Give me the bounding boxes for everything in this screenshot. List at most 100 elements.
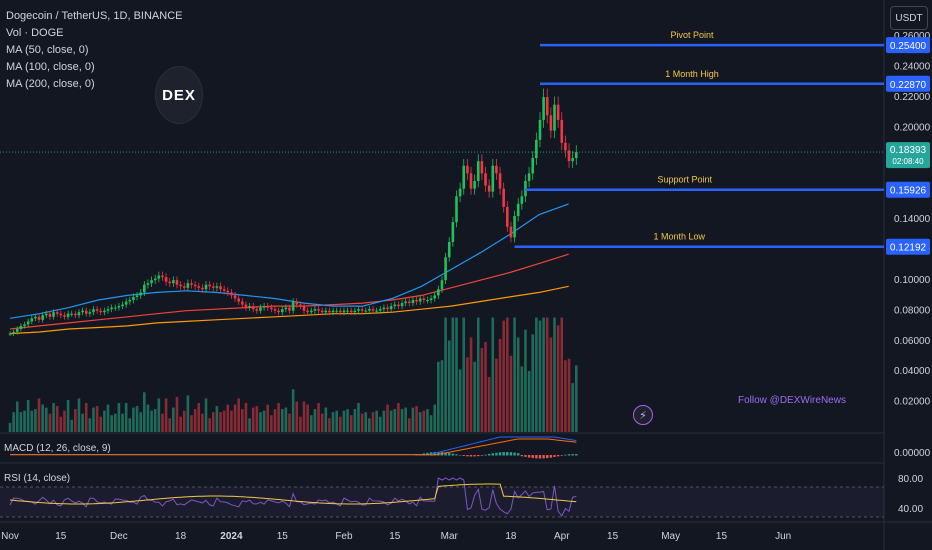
candle-body: [48, 313, 52, 317]
volume-bar: [331, 412, 335, 432]
lightning-icon[interactable]: ⚡: [633, 405, 653, 425]
volume-bar: [418, 412, 422, 432]
candle-body: [77, 312, 81, 316]
volume-indicator-label[interactable]: Vol · DOGE: [6, 27, 64, 39]
ma50-label[interactable]: MA (50, close, 0): [6, 44, 89, 56]
volume-bar: [88, 418, 92, 432]
volume-bar: [262, 410, 266, 432]
macd-histogram-bar: [502, 452, 505, 456]
volume-bar: [317, 403, 320, 432]
candle-body: [335, 310, 338, 312]
candle-body: [146, 283, 150, 285]
candle-body: [128, 299, 132, 302]
volume-bar: [52, 403, 55, 432]
x-tick-label: Apr: [554, 531, 570, 542]
volume-bar: [139, 412, 142, 432]
volume-bar: [81, 413, 84, 432]
volume-bar: [299, 416, 302, 432]
candle-body: [30, 318, 34, 322]
candle-body: [186, 283, 190, 288]
macd-histogram-bar: [535, 455, 538, 459]
volume-bar: [531, 334, 535, 432]
candle-body: [74, 313, 77, 316]
candle-body: [113, 307, 117, 309]
candle-body: [135, 295, 139, 297]
volume-bar: [328, 418, 331, 432]
volume-bar: [564, 360, 567, 432]
macd-histogram-bar: [477, 455, 480, 457]
x-tick-label: Mar: [441, 531, 459, 542]
macd-label[interactable]: MACD (12, 26, close, 9): [4, 443, 111, 454]
x-tick-label: Dec: [110, 531, 128, 542]
candle-body: [487, 185, 491, 192]
volume-bar: [378, 416, 382, 432]
volume-bar: [509, 355, 513, 432]
volume-bar: [172, 407, 175, 432]
volume-bar: [208, 418, 211, 432]
candle-body: [306, 310, 309, 313]
x-tick-label: Nov: [1, 531, 19, 542]
volume-bar: [182, 410, 186, 432]
symbol-title[interactable]: Dogecoin / TetherUS, 1D, BINANCE: [6, 10, 183, 22]
volume-bar: [110, 415, 113, 432]
candle-body: [480, 161, 484, 174]
candle-body: [331, 310, 335, 313]
candle-body: [433, 295, 437, 299]
candle-body: [63, 315, 66, 317]
volume-bar: [466, 357, 469, 432]
y-tick-label: 0.06000: [894, 336, 931, 347]
candle-body: [422, 298, 426, 300]
candle-body: [230, 292, 233, 296]
volume-bar: [437, 361, 440, 432]
candle-body: [458, 188, 462, 197]
volume-bar: [389, 410, 393, 432]
volume-bar: [41, 404, 44, 432]
volume-bar: [277, 403, 280, 432]
macd-histogram-bar: [462, 455, 465, 456]
candle-body: [121, 304, 124, 307]
ma200-label[interactable]: MA (200, close, 0): [6, 78, 95, 90]
volume-bar: [219, 412, 222, 432]
macd-histogram-bar: [506, 452, 509, 456]
candle-body: [389, 306, 393, 310]
volume-bar: [313, 409, 317, 432]
candle-body: [524, 180, 527, 197]
volume-bar: [567, 358, 571, 432]
volume-bar: [201, 413, 204, 432]
volume-bar: [233, 404, 237, 432]
ma100-label[interactable]: MA (100, close, 0): [6, 61, 95, 73]
macd-histogram-bar: [556, 455, 560, 457]
candle-body: [41, 315, 44, 320]
volume-bar: [349, 415, 353, 432]
x-tick-label: 15: [389, 531, 401, 542]
volume-bar: [161, 413, 164, 432]
volume-bar: [571, 383, 574, 432]
volume-bar: [484, 341, 487, 432]
volume-bar: [506, 317, 509, 432]
level-price-label: 0.22870: [890, 80, 927, 91]
candle-body: [81, 310, 84, 313]
volume-bar: [66, 399, 70, 432]
candle-body: [55, 312, 59, 314]
volume-bar: [211, 412, 215, 432]
volume-bar: [288, 413, 291, 432]
candle-body: [520, 196, 524, 204]
volume-bar: [237, 398, 240, 432]
volume-bar: [124, 403, 128, 432]
currency-button[interactable]: USDT: [890, 6, 928, 30]
volume-bar: [375, 410, 378, 432]
volume-bar: [270, 415, 273, 432]
y-tick-label: 0.08000: [894, 306, 931, 317]
volume-bar: [84, 403, 88, 432]
candle-body: [66, 313, 70, 317]
candle-body: [117, 306, 121, 308]
macd-histogram-bar: [491, 453, 494, 456]
candle-body: [313, 309, 317, 311]
candle-body: [535, 139, 538, 159]
watermark-text: Follow @DEXWireNews: [738, 395, 846, 406]
volume-bar: [146, 404, 150, 432]
volume-bar: [266, 404, 270, 432]
rsi-label[interactable]: RSI (14, close): [4, 473, 71, 484]
macd-histogram-bar: [509, 452, 513, 456]
